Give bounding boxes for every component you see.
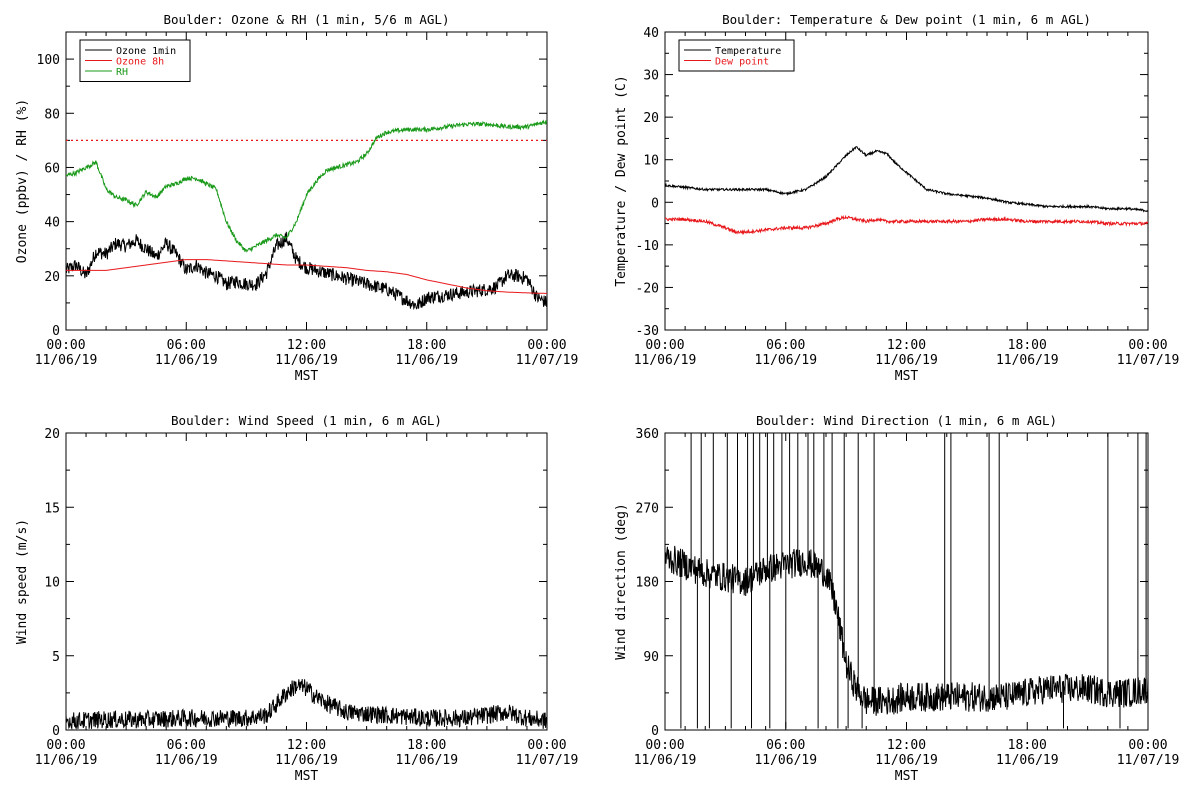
y-tick-label: 30 [643, 69, 659, 84]
chart-title: Boulder: Wind Direction (1 min, 6 m AGL) [756, 413, 1057, 428]
y-tick-label: 60 [44, 161, 60, 176]
x-tick-label: 11/07/19 [516, 353, 579, 368]
x-tick-label: 11/06/19 [634, 353, 697, 368]
y-tick-label: 360 [636, 427, 659, 442]
x-tick-label: 06:00 [167, 338, 206, 353]
chart-panel-4: Boulder: Wind Direction (1 min, 6 m AGL)… [614, 413, 1179, 784]
chart-panel-3: Boulder: Wind Speed (1 min, 6 m AGL) 0 5 10… [15, 413, 578, 784]
y-tick-label: 5 [52, 650, 60, 665]
x-tick-label: 00:00 [1128, 338, 1167, 353]
legend-label: RH [116, 67, 128, 78]
x-tick-label: 18:00 [407, 738, 446, 753]
x-tick-label: 11/06/19 [634, 753, 697, 768]
x-tick-label: 11/06/19 [996, 353, 1059, 368]
series-line [66, 679, 547, 730]
x-tick-label: 11/06/19 [875, 753, 938, 768]
y-tick-label: 0 [651, 196, 659, 211]
x-tick-label: 11/06/19 [155, 753, 218, 768]
y-tick-label: 40 [643, 26, 659, 41]
x-tick-label: 12:00 [287, 338, 326, 353]
y-tick-label: 40 [44, 216, 60, 231]
x-tick-label: 11/06/19 [754, 753, 817, 768]
dew-point-line [665, 214, 1148, 236]
x-tick-label: 11/06/19 [395, 353, 458, 368]
x-tick-label: 00:00 [527, 338, 566, 353]
x-tick-label: 12:00 [887, 738, 926, 753]
y-tick-label: 0 [52, 724, 60, 739]
x-tick-label: 18:00 [1008, 738, 1047, 753]
x-tick-label: 11/07/19 [1117, 353, 1180, 368]
x-tick-label: 00:00 [645, 738, 684, 753]
chart-title: Boulder: Temperature & Dew point (1 min,… [722, 12, 1091, 27]
x-tick-label: 11/06/19 [395, 753, 458, 768]
y-tick-label: 20 [44, 270, 60, 285]
y-tick-label: 10 [44, 576, 60, 591]
y-axis-label: Temperature / Dew point (C) [614, 75, 629, 286]
y-tick-label: 100 [37, 53, 60, 68]
y-tick-label: 80 [44, 107, 60, 122]
chart-panel-1: Boulder: Ozone & RH (1 min, 5/6 m AGL) 0 2… [15, 12, 578, 384]
y-tick-label: 20 [643, 111, 659, 126]
x-axis-label: MST [895, 769, 919, 784]
x-tick-label: 18:00 [1008, 338, 1047, 353]
y-tick-label: 15 [44, 501, 60, 516]
y-tick-label: 0 [52, 324, 60, 339]
x-tick-label: 00:00 [645, 338, 684, 353]
x-tick-label: 11/06/19 [155, 353, 218, 368]
y-tick-label: 270 [636, 501, 659, 516]
x-tick-label: 06:00 [167, 738, 206, 753]
legend-label: Ozone 8h [116, 57, 164, 68]
y-tick-label: -30 [636, 324, 659, 339]
y-tick-label: -10 [636, 239, 659, 254]
legend-label: Temperature [715, 46, 781, 57]
y-tick-label: 20 [44, 427, 60, 442]
x-tick-label: 12:00 [287, 738, 326, 753]
x-tick-label: 11/06/19 [275, 753, 338, 768]
y-tick-label: 180 [636, 576, 659, 591]
x-tick-label: 11/07/19 [1117, 753, 1180, 768]
series-line [665, 433, 1148, 729]
legend-box [678, 39, 795, 72]
chart-title: Boulder: Wind Speed (1 min, 6 m AGL) [171, 413, 442, 428]
x-tick-label: 11/06/19 [35, 753, 98, 768]
x-tick-label: 00:00 [46, 738, 85, 753]
temperature-line [665, 145, 1148, 213]
rh-line [66, 119, 547, 253]
y-tick-label: 90 [643, 650, 659, 665]
x-tick-label: 12:00 [887, 338, 926, 353]
ozone-1min-line [66, 231, 547, 311]
x-axis-label: MST [295, 369, 319, 384]
x-tick-label: 00:00 [1128, 738, 1167, 753]
x-tick-label: 11/07/19 [516, 753, 579, 768]
ozone-8h-line [66, 259, 547, 294]
x-axis-label: MST [895, 369, 919, 384]
y-tick-label: 10 [643, 154, 659, 169]
x-tick-label: 00:00 [527, 738, 566, 753]
x-tick-label: 06:00 [766, 738, 805, 753]
y-axis-label: Wind direction (deg) [614, 503, 629, 660]
x-tick-label: 11/06/19 [35, 353, 98, 368]
y-tick-label: -20 [636, 281, 659, 296]
x-tick-label: 11/06/19 [275, 353, 338, 368]
chart-title: Boulder: Ozone & RH (1 min, 5/6 m AGL) [164, 12, 450, 27]
chart-panel-2: Boulder: Temperature & Dew point (1 min,… [614, 12, 1179, 384]
x-tick-label: 00:00 [46, 338, 85, 353]
x-axis-label: MST [295, 769, 319, 784]
legend-label: Dew point [715, 57, 769, 68]
x-tick-label: 06:00 [766, 338, 805, 353]
y-axis-label: Wind speed (m/s) [15, 519, 30, 644]
y-axis-label: Ozone (ppbv) / RH (%) [15, 99, 30, 263]
x-tick-label: 11/06/19 [996, 753, 1059, 768]
legend-label: Ozone 1min [116, 46, 176, 57]
x-tick-label: 18:00 [407, 338, 446, 353]
y-tick-label: 0 [651, 724, 659, 739]
x-tick-label: 11/06/19 [875, 353, 938, 368]
x-tick-label: 11/06/19 [754, 353, 817, 368]
